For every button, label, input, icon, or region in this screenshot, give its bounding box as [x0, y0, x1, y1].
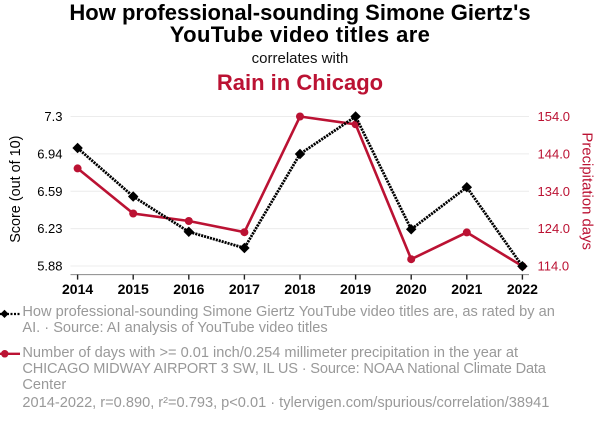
svg-text:2019: 2019 — [340, 281, 371, 297]
svg-text:7.3: 7.3 — [44, 109, 62, 124]
svg-text:6.59: 6.59 — [37, 184, 62, 199]
svg-text:6.94: 6.94 — [37, 146, 62, 161]
svg-text:2014: 2014 — [62, 281, 93, 297]
svg-text:2016: 2016 — [173, 281, 204, 297]
svg-text:2021: 2021 — [451, 281, 482, 297]
svg-text:2022: 2022 — [507, 281, 538, 297]
svg-text:2017: 2017 — [229, 281, 260, 297]
svg-text:124.0: 124.0 — [538, 221, 571, 236]
svg-text:6.23: 6.23 — [37, 221, 62, 236]
svg-text:154.0: 154.0 — [538, 109, 571, 124]
svg-text:5.88: 5.88 — [37, 259, 62, 274]
svg-text:134.0: 134.0 — [538, 184, 571, 199]
svg-text:Score (out of 10): Score (out of 10) — [8, 136, 24, 243]
svg-text:2018: 2018 — [284, 281, 315, 297]
svg-text:144.0: 144.0 — [538, 146, 571, 161]
svg-text:114.0: 114.0 — [538, 259, 570, 274]
svg-text:2015: 2015 — [118, 281, 149, 297]
svg-text:2020: 2020 — [396, 281, 427, 297]
svg-text:Precipitation days: Precipitation days — [579, 132, 595, 250]
